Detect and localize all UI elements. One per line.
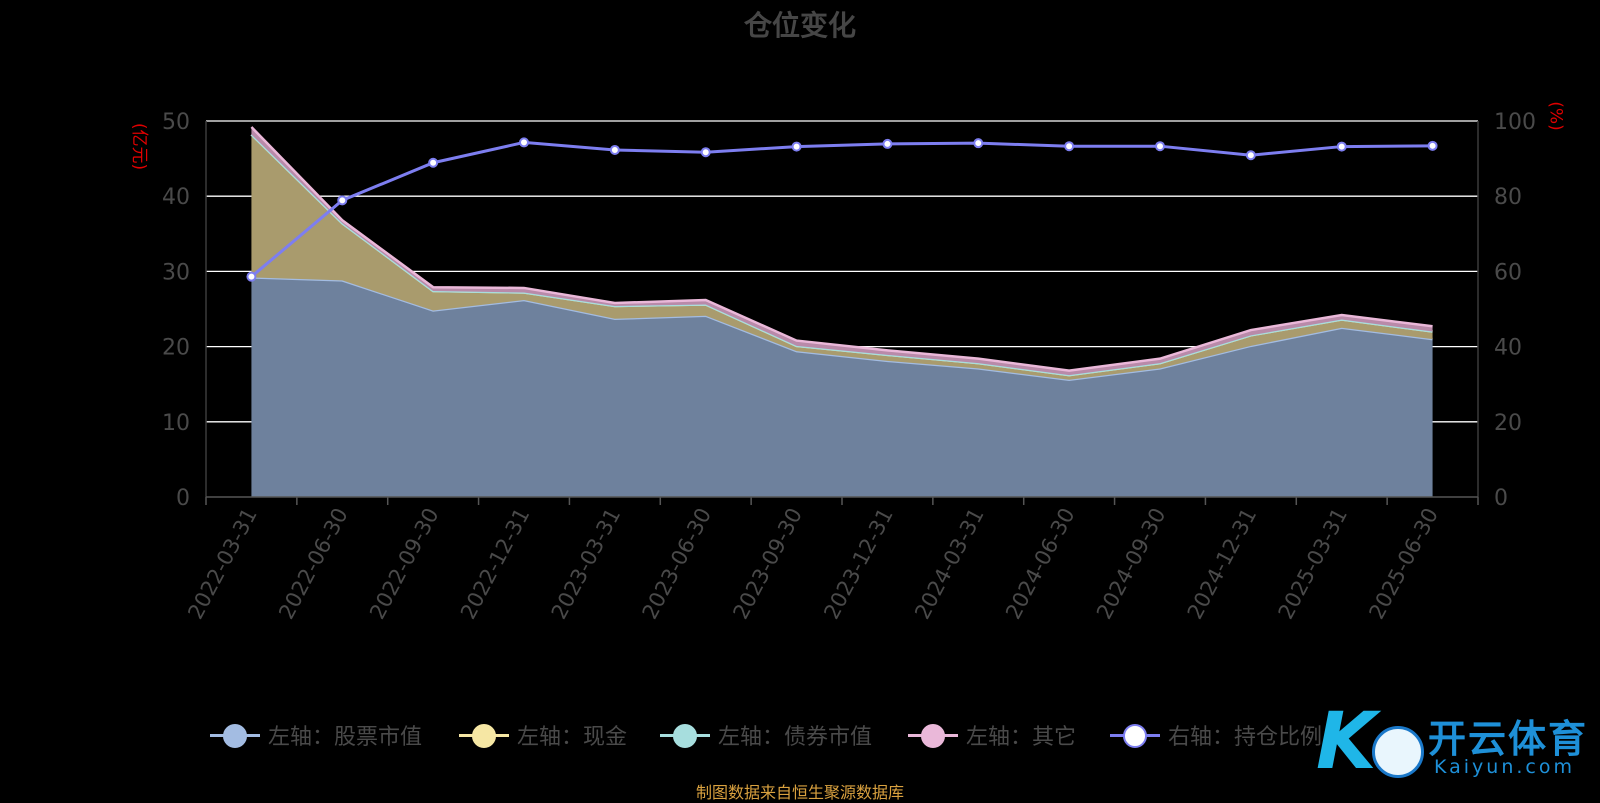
- right-tick-label: 80: [1494, 185, 1522, 210]
- legend-label: 左轴：其它: [966, 725, 1077, 750]
- stacked-areas: [250, 126, 1433, 497]
- ratio-point: [609, 144, 620, 155]
- x-tick-label: 2022-09-30: [365, 504, 443, 623]
- watermark-logo: K 开云体育 Kaiyun.com: [1316, 700, 1600, 790]
- ratio-point: [973, 138, 984, 149]
- chart-legend: 左轴：股票市值 左轴：现金 左轴：债券市值 左轴：其它 右轴：持仓比例: [0, 718, 1600, 758]
- left-tick-label: 20: [162, 336, 190, 361]
- ratio-point: [700, 147, 711, 158]
- right-axis-unit: (%): [1545, 101, 1566, 131]
- x-tick-label: 2024-12-31: [1183, 504, 1261, 623]
- ratio-point: [791, 141, 802, 152]
- ratio-point: [1336, 141, 1347, 152]
- ratio-point: [337, 195, 348, 206]
- ratio-point: [519, 137, 529, 148]
- x-tick-label: 2023-03-31: [547, 504, 625, 623]
- watermark-brand-en: Kaiyun.com: [1434, 756, 1575, 778]
- legend-marker-icon: [1110, 718, 1160, 752]
- x-tick-label: 2023-06-30: [638, 504, 716, 623]
- x-tick-label: 2022-06-30: [274, 504, 352, 623]
- left-tick-label: 30: [162, 260, 190, 285]
- ratio-point: [1245, 150, 1256, 161]
- legend-label: 左轴：股票市值: [268, 725, 423, 750]
- x-tick-label: 2024-03-31: [910, 504, 988, 623]
- x-tick-label: 2025-06-30: [1364, 504, 1442, 623]
- ratio-point: [246, 271, 257, 282]
- data-source-note: 制图数据来自恒生聚源数据库: [695, 783, 904, 802]
- logo-mark: K: [1316, 697, 1377, 787]
- x-tick-label: 2023-12-31: [819, 504, 897, 623]
- watermark-brand-cn: 开云体育: [1428, 717, 1589, 761]
- ratio-point: [1155, 141, 1165, 152]
- legend-label: 左轴：债券市值: [718, 725, 873, 750]
- area-0: [251, 277, 1433, 497]
- ratio-point: [1427, 140, 1438, 151]
- right-tick-label: 40: [1494, 336, 1522, 361]
- x-tick-label: 2022-03-31: [183, 504, 261, 623]
- left-tick-label: 40: [162, 185, 190, 210]
- legend-item[interactable]: 左轴：其它: [908, 718, 1076, 752]
- legend-marker-icon: [908, 718, 958, 752]
- x-tick-label: 2024-09-30: [1092, 504, 1170, 623]
- left-tick-label: 50: [162, 110, 190, 135]
- legend-label: 左轴：现金: [517, 725, 628, 750]
- ratio-point: [428, 157, 439, 168]
- right-tick-label: 60: [1494, 260, 1522, 285]
- ratio-point: [1064, 141, 1075, 152]
- soccer-ball-icon: [1372, 726, 1424, 778]
- legend-item[interactable]: 右轴：持仓比例: [1110, 718, 1322, 752]
- ratio-line: [246, 137, 1438, 282]
- area-edge-3: [250, 126, 1433, 372]
- ratio-series-line: [250, 140, 1433, 278]
- left-axis-unit: (亿元): [129, 122, 150, 171]
- right-tick-label: 20: [1494, 411, 1522, 436]
- right-tick-label: 100: [1494, 110, 1536, 135]
- left-tick-label: 10: [162, 411, 190, 436]
- right-tick-label: 0: [1494, 486, 1508, 511]
- legend-marker-icon: [660, 718, 710, 752]
- x-tick-label: 2023-09-30: [728, 504, 806, 623]
- legend-marker-icon: [210, 718, 260, 752]
- x-tick-label: 2022-12-31: [456, 504, 534, 623]
- legend-item[interactable]: 左轴：股票市值: [210, 718, 422, 752]
- left-tick-label: 0: [176, 486, 190, 511]
- legend-item[interactable]: 左轴：现金: [459, 718, 627, 752]
- legend-marker-icon: [459, 718, 509, 752]
- ratio-point: [882, 138, 893, 149]
- x-tick-label: 2024-06-30: [1001, 504, 1079, 623]
- chart-title: 仓位变化: [743, 9, 856, 42]
- x-tick-label: 2025-03-31: [1274, 504, 1352, 623]
- legend-item[interactable]: 左轴：债券市值: [660, 718, 872, 752]
- legend-label: 右轴：持仓比例: [1168, 725, 1323, 750]
